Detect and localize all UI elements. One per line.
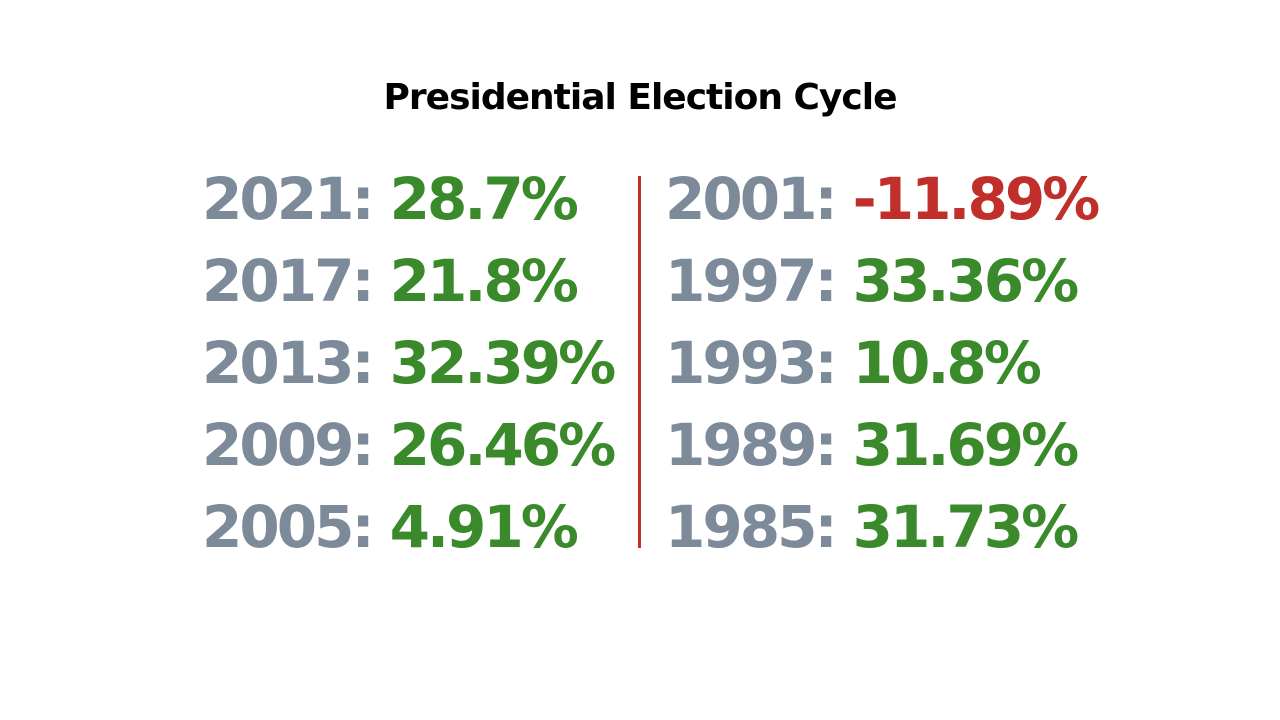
cycle-row: 1985: 31.73%	[665, 491, 1097, 573]
return-value: 31.69%	[852, 411, 1080, 479]
year-separator: :	[814, 411, 837, 479]
return-value: 26.46%	[389, 411, 617, 479]
return-value: 21.8%	[389, 247, 579, 315]
year-label: 1985	[665, 493, 817, 561]
year-label: 2017	[202, 247, 354, 315]
column-divider	[638, 176, 641, 548]
year-separator: :	[814, 247, 837, 315]
cycle-row: 2009: 26.46%	[202, 409, 617, 491]
left-column: 2021: 28.7% 2017: 21.8% 2013: 32.39% 2009: 2…	[202, 163, 617, 573]
year-separator: :	[351, 247, 374, 315]
year-separator: :	[814, 165, 837, 233]
return-value: 28.7%	[389, 165, 579, 233]
cycle-row: 2005: 4.91%	[202, 491, 613, 573]
cycle-row: 2017: 21.8%	[202, 245, 613, 327]
return-value: 32.39%	[389, 329, 617, 397]
year-label: 2009	[202, 411, 354, 479]
cycle-row: 2013: 32.39%	[202, 327, 617, 409]
return-value: -11.89%	[852, 165, 1101, 233]
slide-title: Presidential Election Cycle	[383, 77, 898, 118]
cycle-row: 1989: 31.69%	[665, 409, 1097, 491]
year-separator: :	[351, 411, 374, 479]
return-value: 10.8%	[852, 329, 1042, 397]
return-value: 33.36%	[852, 247, 1080, 315]
year-separator: :	[814, 329, 837, 397]
year-label: 1993	[665, 329, 817, 397]
return-value: 31.73%	[852, 493, 1080, 561]
year-label: 2021	[202, 165, 354, 233]
year-label: 1989	[665, 411, 817, 479]
year-label: 2001	[665, 165, 817, 233]
cycle-row: 1997: 33.36%	[665, 245, 1097, 327]
year-label: 2005	[202, 493, 354, 561]
year-label: 1997	[665, 247, 817, 315]
year-separator: :	[351, 165, 374, 233]
year-separator: :	[814, 493, 837, 561]
cycle-row: 1993: 10.8%	[665, 327, 1097, 409]
return-value: 4.91%	[389, 493, 579, 561]
year-separator: :	[351, 329, 374, 397]
cycle-row: 2001: -11.89%	[665, 163, 1101, 245]
cycle-row: 2021: 28.7%	[202, 163, 613, 245]
year-label: 2013	[202, 329, 354, 397]
year-separator: :	[351, 493, 374, 561]
right-column: 2001: -11.89% 1997: 33.36% 1993: 10.8% 1989…	[665, 163, 1101, 573]
